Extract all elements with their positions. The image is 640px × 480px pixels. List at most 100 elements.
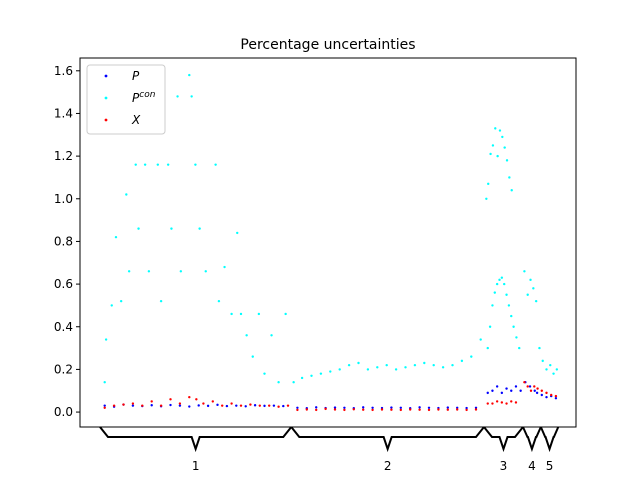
data-point (380, 408, 384, 411)
data-point (545, 391, 548, 395)
group-bracket (522, 426, 542, 453)
data-point (514, 401, 518, 404)
data-point (554, 397, 558, 400)
data-point (371, 408, 374, 412)
plot-frame (79, 57, 577, 428)
data-point (282, 404, 285, 408)
data-point (441, 366, 445, 369)
data-point (127, 270, 131, 273)
data-point (519, 389, 522, 392)
data-point (507, 304, 511, 307)
legend-marker (104, 118, 108, 122)
data-point (347, 363, 351, 367)
data-point (501, 135, 504, 139)
legend-label: X (131, 113, 141, 127)
data-point (204, 270, 207, 273)
data-point (258, 404, 261, 407)
data-point (503, 282, 506, 286)
data-point (286, 404, 290, 407)
series-x (103, 381, 558, 412)
data-point (300, 376, 304, 380)
data-point (119, 299, 123, 303)
data-point (272, 404, 276, 407)
data-point (114, 235, 118, 239)
data-point (263, 372, 266, 375)
data-point (550, 393, 553, 397)
data-point (465, 408, 468, 412)
y-tick-label: 1.2 (54, 149, 73, 163)
data-point (310, 374, 313, 378)
data-point (496, 154, 499, 158)
data-point (103, 404, 106, 407)
data-point (456, 406, 459, 410)
data-point (141, 404, 144, 407)
data-point (491, 144, 495, 147)
data-point (103, 406, 106, 410)
data-point (202, 402, 205, 405)
data-point (366, 368, 370, 371)
group-label: 1 (192, 459, 200, 473)
data-point (235, 404, 238, 407)
data-point (131, 402, 135, 405)
data-point (110, 304, 113, 307)
data-point (324, 407, 327, 411)
data-point (253, 404, 257, 407)
chart-title: Percentage uncertainties (240, 37, 415, 53)
data-point (376, 366, 379, 369)
data-point (217, 299, 221, 303)
data-point (512, 325, 515, 328)
data-point (190, 95, 193, 98)
data-point (533, 389, 536, 392)
data-point (188, 73, 191, 77)
data-point (150, 400, 153, 403)
data-point (143, 163, 147, 166)
data-point (230, 312, 233, 316)
data-point (284, 312, 287, 316)
data-point (503, 146, 506, 149)
data-point (169, 398, 172, 401)
data-point (510, 189, 513, 192)
data-point (239, 404, 243, 407)
data-point (169, 403, 172, 407)
data-point (223, 265, 226, 269)
data-point (536, 387, 539, 390)
data-point (540, 393, 543, 397)
data-point (315, 408, 318, 412)
data-point (198, 227, 201, 230)
data-point (529, 389, 533, 392)
data-point (518, 346, 521, 350)
data-point (338, 368, 341, 371)
data-point (362, 408, 365, 411)
data-point (498, 278, 501, 282)
data-point (399, 408, 402, 412)
data-point (533, 385, 536, 388)
data-point (206, 404, 210, 408)
data-point (534, 299, 538, 303)
data-point (460, 359, 464, 363)
y-tick-label: 0.0 (54, 405, 73, 419)
y-tick-label: 0.4 (54, 320, 73, 334)
legend-label: P (132, 69, 140, 83)
data-point (270, 334, 273, 337)
data-point (236, 231, 239, 235)
group-bracket (483, 426, 524, 453)
data-point (545, 368, 548, 371)
data-point (489, 152, 492, 156)
data-point (508, 176, 511, 179)
data-point (103, 381, 106, 384)
data-point (413, 363, 417, 367)
data-point (277, 381, 280, 384)
data-point (529, 278, 532, 282)
data-point (390, 408, 393, 411)
group-label: 4 (528, 459, 536, 473)
data-point (352, 408, 355, 411)
data-point (418, 406, 421, 409)
data-point (494, 127, 497, 130)
data-point (486, 402, 489, 405)
data-point (523, 270, 526, 273)
y-tick-label: 0.2 (54, 362, 73, 376)
data-point (214, 163, 217, 166)
data-point (404, 366, 407, 369)
data-point (147, 270, 151, 273)
